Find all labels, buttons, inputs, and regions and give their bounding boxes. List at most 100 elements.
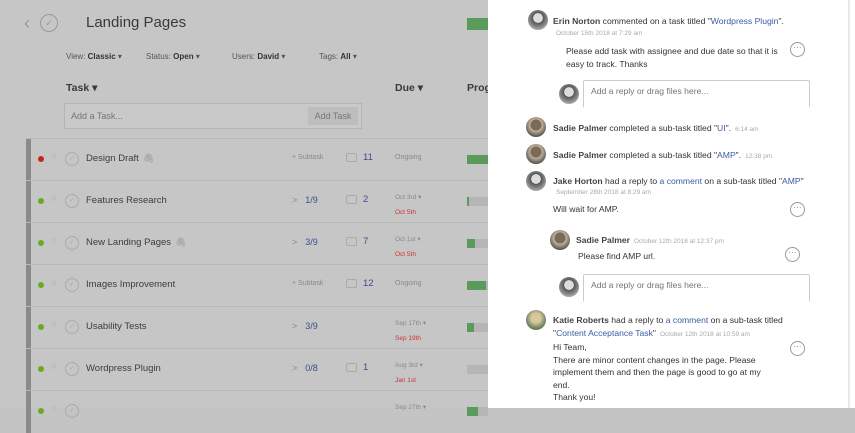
due-dates[interactable]: Aug 3rd ▾ Jan 1st: [395, 362, 423, 384]
comment-link[interactable]: a comment: [659, 176, 703, 186]
users-filter[interactable]: Users: David ▾: [232, 52, 286, 61]
comment-count[interactable]: 1: [363, 362, 369, 373]
progress-bar: [467, 239, 488, 248]
comment-icon[interactable]: [346, 237, 357, 246]
progress-column-header[interactable]: Prog: [467, 82, 491, 94]
task-row[interactable]: ☆ ✓ Images Improvement + Subtask 12 Ongoing: [26, 264, 488, 307]
view-filter[interactable]: View: Classic ▾: [66, 52, 122, 61]
avatar: [526, 310, 546, 330]
check-circle-icon[interactable]: ✓: [65, 404, 79, 418]
avatar: [526, 171, 546, 191]
check-circle-icon[interactable]: ✓: [65, 236, 79, 250]
due-dates[interactable]: Oct 3rd ▾ Oct 5th: [395, 194, 422, 216]
add-task-input[interactable]: [65, 104, 295, 128]
comment-icon[interactable]: [346, 153, 357, 162]
progress-bar: [467, 155, 488, 164]
task-name[interactable]: Usability Tests: [86, 321, 147, 332]
priority-dot: [38, 408, 44, 414]
star-icon[interactable]: ☆: [50, 235, 59, 245]
row-handle[interactable]: [26, 349, 31, 391]
task-row[interactable]: ☆ ✓ Design Draft 🖇 + Subtask 11 Ongoing: [26, 138, 488, 181]
check-circle-icon[interactable]: ✓: [65, 320, 79, 334]
star-icon[interactable]: ☆: [50, 403, 59, 413]
star-icon[interactable]: ☆: [50, 277, 59, 287]
task-link[interactable]: Wordpress Plugin: [710, 16, 779, 26]
row-handle[interactable]: [26, 265, 31, 307]
task-row[interactable]: ☆ ✓ New Landing Pages 🖇 >3/9 7 Oct 1st ▾ Oct …: [26, 222, 488, 265]
comment-icon[interactable]: [346, 195, 357, 204]
star-icon[interactable]: ☆: [50, 361, 59, 371]
task-column-header[interactable]: Task ▾: [66, 82, 98, 94]
row-handle[interactable]: [26, 307, 31, 349]
add-task-button[interactable]: Add Task: [308, 107, 358, 125]
reply-input-box: [583, 274, 810, 302]
task-row[interactable]: ☆ ✓ Usability Tests >3/9 Sep 17th ▾ Sep 19t…: [26, 306, 488, 349]
star-icon[interactable]: ☆: [50, 193, 59, 203]
comment-icon[interactable]: [346, 279, 357, 288]
star-icon[interactable]: ☆: [50, 151, 59, 161]
tags-filter[interactable]: Tags: All ▾: [319, 52, 357, 61]
priority-dot: [38, 366, 44, 372]
check-circle-icon[interactable]: ✓: [40, 14, 58, 32]
status-filter[interactable]: Status: Open ▾: [146, 52, 200, 61]
page-title: Landing Pages: [86, 14, 187, 31]
add-task-box: Add Task: [64, 103, 362, 129]
reply-input[interactable]: [584, 82, 809, 108]
progress-bar: [467, 323, 488, 332]
task-row[interactable]: ☆ ✓ Sep 27th ▾: [26, 390, 488, 433]
check-circle-icon[interactable]: ✓: [65, 152, 79, 166]
row-handle[interactable]: [26, 181, 31, 223]
check-circle-icon[interactable]: ✓: [65, 278, 79, 292]
priority-dot: [38, 324, 44, 330]
chevron-right-icon: >: [292, 195, 298, 205]
add-subtask-button[interactable]: + Subtask: [292, 280, 324, 287]
due-column-header[interactable]: Due ▾: [395, 82, 424, 94]
due-status: Ongoing: [395, 280, 422, 287]
subtask-count[interactable]: >1/9: [292, 195, 318, 205]
subtask-count[interactable]: >3/9: [292, 321, 318, 331]
check-circle-icon[interactable]: ✓: [65, 194, 79, 208]
comment-icon[interactable]: [346, 363, 357, 372]
comment-count[interactable]: 12: [363, 278, 374, 289]
reply-body: Please find AMP url.: [578, 251, 656, 261]
chevron-left-icon[interactable]: ‹: [24, 13, 30, 33]
more-options-icon[interactable]: ···: [790, 42, 805, 57]
comment-link[interactable]: a comment: [665, 315, 709, 325]
subtask-link[interactable]: UI: [717, 123, 726, 133]
task-name[interactable]: New Landing Pages 🖇: [86, 237, 187, 248]
avatar: [528, 10, 548, 30]
row-handle[interactable]: [26, 223, 31, 265]
row-handle[interactable]: [26, 139, 31, 181]
star-icon[interactable]: ☆: [50, 319, 59, 329]
more-options-icon[interactable]: ···: [790, 341, 805, 356]
task-name[interactable]: Design Draft 🖇: [86, 153, 155, 164]
check-circle-icon[interactable]: ✓: [65, 362, 79, 376]
avatar: [550, 230, 570, 250]
subtask-count[interactable]: >3/9: [292, 237, 318, 247]
row-handle[interactable]: [26, 391, 31, 433]
timestamp: September 28th 2018 at 8:29 am: [556, 189, 652, 196]
subtask-link[interactable]: Content Acceptance Task: [556, 328, 653, 338]
comment-count[interactable]: 11: [363, 152, 373, 163]
subtask-count[interactable]: >0/8: [292, 363, 318, 373]
priority-dot: [38, 282, 44, 288]
comment-body: Hi Team, There are minor content changes …: [553, 342, 761, 402]
subtask-link[interactable]: AMP: [782, 176, 801, 186]
due-dates[interactable]: Sep 17th ▾ Sep 19th: [395, 320, 427, 342]
avatar: [526, 117, 546, 137]
add-subtask-button[interactable]: + Subtask: [292, 154, 324, 161]
task-name[interactable]: Wordpress Plugin: [86, 363, 161, 374]
more-options-icon[interactable]: ···: [785, 247, 800, 262]
task-name[interactable]: Features Research: [86, 195, 167, 206]
comment-count[interactable]: 7: [363, 236, 369, 247]
task-row[interactable]: ☆ ✓ Features Research >1/9 2 Oct 3rd ▾ Oct 5…: [26, 180, 488, 223]
scrollbar[interactable]: [848, 0, 850, 408]
more-options-icon[interactable]: ···: [790, 202, 805, 217]
comment-count[interactable]: 2: [363, 194, 369, 205]
reply-input[interactable]: [584, 276, 809, 302]
due-dates[interactable]: Oct 1st ▾ Oct 5th: [395, 236, 421, 258]
task-row[interactable]: ☆ ✓ Wordpress Plugin >0/8 1 Aug 3rd ▾ Jan 1s…: [26, 348, 488, 391]
subtask-link[interactable]: AMP: [717, 150, 736, 160]
task-name[interactable]: Images Improvement: [86, 279, 176, 290]
due-status: Ongoing: [395, 154, 422, 161]
